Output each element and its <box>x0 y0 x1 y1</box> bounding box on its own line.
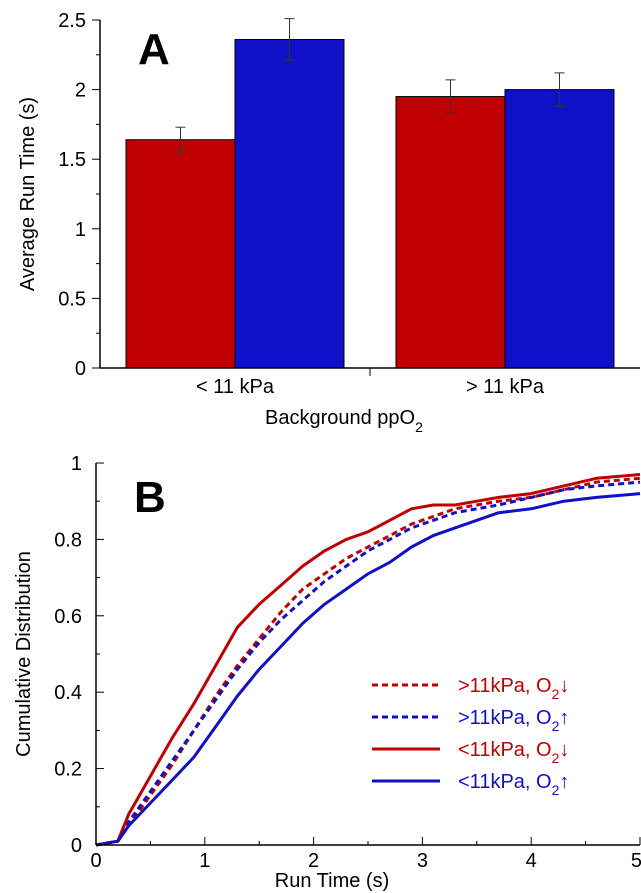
cdf-line <box>95 473 641 847</box>
line-chart-panel-b: 0 0.2 0.4 0.6 0.8 1 0 1 2 3 4 5 B Cumulative Distr… <box>13 453 641 892</box>
y-tick-group: 0 0.5 1 1.5 2 2.5 <box>58 10 100 380</box>
cdf-line <box>95 476 641 847</box>
x-tick-label: > 11 kPa <box>466 376 545 398</box>
panel-label: B <box>134 473 166 522</box>
legend-label-arrow: ↑ <box>559 771 569 793</box>
y-tick-group: 0 0.2 0.4 0.6 0.8 1 <box>54 453 104 857</box>
legend-label-subscript: 2 <box>552 782 560 798</box>
legend-label-main: >11kPa, O <box>458 675 552 697</box>
bar <box>234 38 345 369</box>
y-tick-label: 0 <box>71 835 82 857</box>
legend-label: >11kPa, O2↑ <box>458 707 569 734</box>
x-axis-title: Run Time (s) <box>275 870 389 892</box>
panel-label: A <box>138 25 170 74</box>
bar-group <box>125 38 615 369</box>
x-tick-label: 2 <box>308 850 319 872</box>
legend-label-main: <11kPa, O <box>458 771 552 793</box>
legend-label: >11kPa, O2↓ <box>458 675 569 702</box>
x-tick-label: 3 <box>417 850 428 872</box>
y-tick-label: 0 <box>75 358 86 380</box>
y-tick-label: 1.5 <box>58 149 86 171</box>
x-axis-title-main: Background ppO <box>265 407 415 429</box>
x-tick-group: < 11 kPa > 11 kPa <box>196 368 545 398</box>
y-tick-label: 0.5 <box>58 288 86 310</box>
y-tick-label: 0.6 <box>54 606 82 628</box>
cdf-line <box>95 492 641 847</box>
x-tick-label: 0 <box>90 850 101 872</box>
bar-chart-panel-a: 0 0.5 1 1.5 2 2.5 < 11 kPa > 11 kPa A Average … <box>17 10 640 435</box>
legend-label-main: >11kPa, O <box>458 707 552 729</box>
y-axis-title: Cumulative Distribution <box>13 551 35 757</box>
y-tick-label: 1 <box>71 453 82 475</box>
cdf-line-group <box>95 473 641 847</box>
legend-label-subscript: 2 <box>552 750 560 766</box>
legend-label-arrow: ↑ <box>559 707 569 729</box>
x-tick-label: 4 <box>526 850 537 872</box>
bar <box>395 96 506 369</box>
x-axis-title: Background ppO2 <box>265 407 423 435</box>
y-tick-label: 2.5 <box>58 10 86 32</box>
y-tick-label: 2 <box>75 80 86 102</box>
x-tick-label: 5 <box>631 850 641 872</box>
bar <box>504 89 615 369</box>
legend-label-subscript: 2 <box>552 686 560 702</box>
x-tick-group: 0 1 2 3 4 5 <box>90 837 641 872</box>
legend-label-arrow: ↓ <box>559 739 569 761</box>
legend-label-main: <11kPa, O <box>458 739 552 761</box>
bar <box>125 139 236 369</box>
y-tick-label: 0.4 <box>54 682 82 704</box>
y-tick-label: 0.8 <box>54 529 82 551</box>
x-tick-label: < 11 kPa <box>196 376 275 398</box>
legend-label-subscript: 2 <box>552 718 560 734</box>
x-axis-title-subscript: 2 <box>415 419 423 435</box>
legend: >11kPa, O2↓>11kPa, O2↑<11kPa, O2↓<11kPa,… <box>372 675 569 798</box>
x-tick-label: 1 <box>199 850 210 872</box>
error-bar-group <box>175 18 565 153</box>
legend-label: <11kPa, O2↑ <box>458 771 569 798</box>
cdf-line <box>95 480 641 847</box>
legend-label: <11kPa, O2↓ <box>458 739 569 766</box>
legend-label-arrow: ↓ <box>559 675 569 697</box>
y-tick-label: 0.2 <box>54 759 82 781</box>
y-tick-label: 1 <box>75 219 86 241</box>
y-axis-title: Average Run Time (s) <box>17 97 39 291</box>
